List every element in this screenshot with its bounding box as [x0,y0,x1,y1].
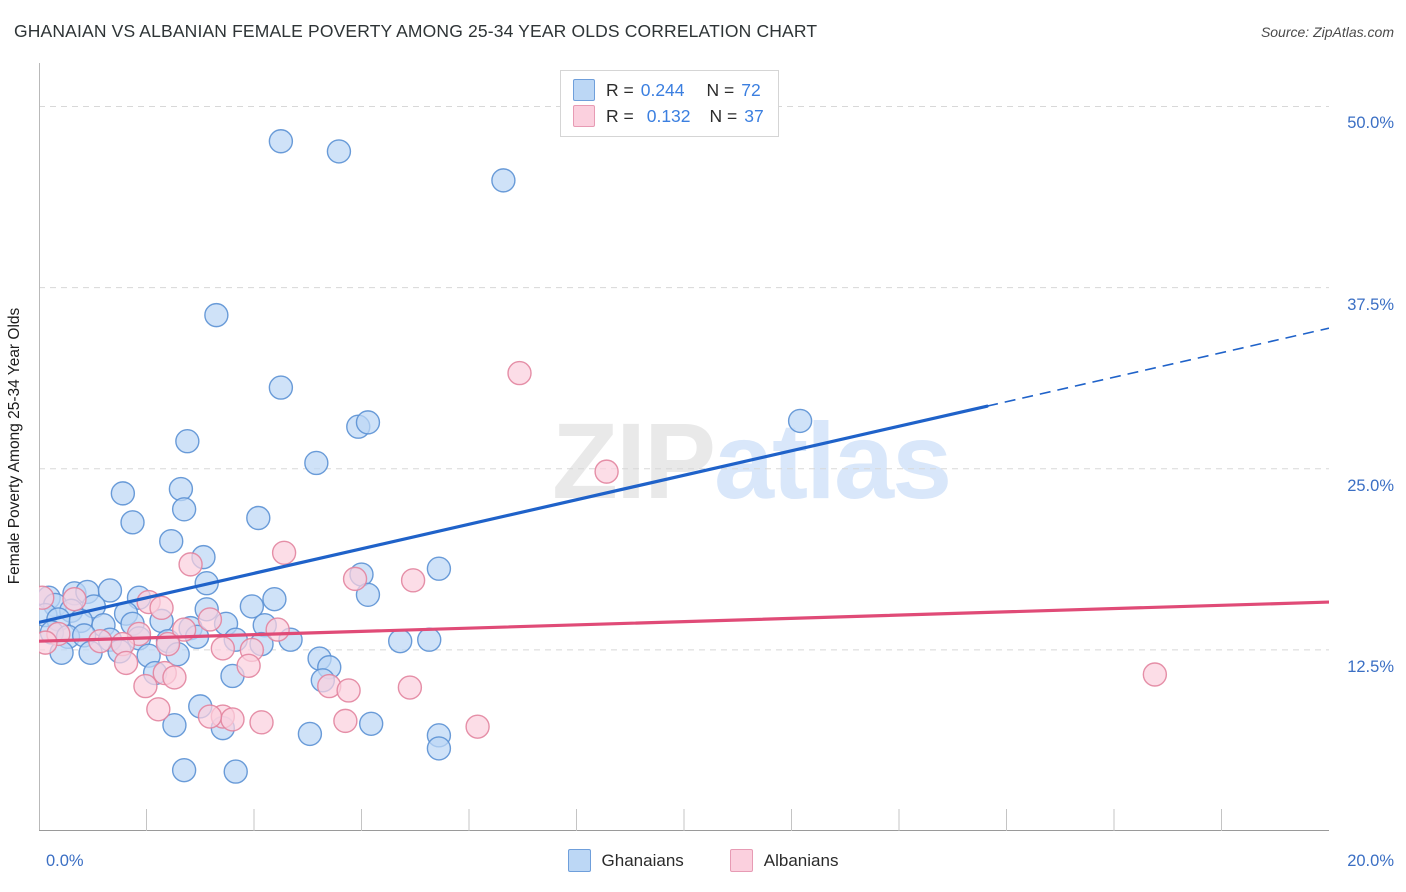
data-point [62,586,87,612]
data-point [246,505,271,531]
data-point [271,540,297,565]
legend-swatch-ghanaians [573,79,595,101]
data-point [355,410,381,435]
data-point [342,566,368,592]
r-value-ghanaians: 0.244 [640,79,685,100]
legend-label-albanians: Albanians [763,850,839,870]
data-point [220,707,245,732]
stats-row-albanians: R = 0.132 N = 37 [573,103,764,129]
stats-legend: R = 0.244 N = 72 R = 0.132 N = 37 [560,70,779,137]
data-point [465,714,490,739]
data-point [178,552,203,577]
axis-lines [39,63,1329,831]
y-axis-title: Female Poverty Among 25-34 Year Olds [6,307,23,585]
scatter-svg [39,63,1329,831]
data-point [326,139,352,164]
data-point [88,628,113,654]
data-point [236,653,261,679]
data-point [400,568,426,593]
n-label-ghanaians: N = [706,79,735,100]
y-axis-tick-label: 37.5% [1347,295,1394,314]
data-point [304,450,329,476]
y-axis-tick-label: 12.5% [1347,657,1394,676]
r-label-albanians: R = [606,105,634,126]
y-axis-tick-label: 25.0% [1347,476,1394,495]
data-point [426,556,452,581]
trend-line-albanians [39,600,1329,643]
data-point [204,302,229,328]
data-point [358,711,384,736]
stats-row-ghanaians: R = 0.244 N = 72 [573,77,764,103]
data-point [171,497,197,522]
scatter-series-albanians [39,360,1168,739]
legend-marker-albanians [729,849,753,872]
legend-item-albanians[interactable]: Albanians [729,849,839,872]
data-point [175,429,200,454]
data-point [223,759,248,784]
y-axis-tick-label: 50.0% [1347,114,1394,133]
data-point [39,630,58,655]
data-point [197,704,223,729]
data-point [162,665,187,690]
data-point [1142,662,1168,687]
data-point [39,585,55,610]
data-point [491,168,516,193]
legend-item-ghanaians[interactable]: Ghanaians [567,849,684,872]
trend-line-ghanaians [39,327,1329,624]
source-label: Source: ZipAtlas.com [1260,24,1394,40]
r-label-ghanaians: R = [606,79,634,100]
data-point [265,617,290,642]
x-axis-tick-label-min: 0.0% [46,852,84,870]
data-point [113,650,139,676]
gridlines [39,105,1329,651]
data-point [262,586,287,612]
n-label-albanians: N = [709,105,738,126]
data-point [507,360,532,386]
data-point [417,627,442,652]
data-point [162,713,187,738]
n-value-ghanaians: 72 [741,79,761,100]
page-title: GHANAIAN VS ALBANIAN FEMALE POVERTY AMON… [14,21,818,41]
data-point [171,757,197,783]
legend-label-ghanaians: Ghanaians [601,850,684,870]
data-point [426,736,452,761]
data-point [268,129,294,154]
data-point [133,673,158,699]
data-point [249,710,274,735]
data-point [297,721,323,747]
data-point [97,578,123,603]
data-point [110,481,136,506]
data-point [149,595,174,621]
series-legend: Ghanaians Albanians [0,849,1406,872]
data-point [159,528,184,554]
data-point [210,636,236,661]
data-point [146,697,171,722]
x-axis-tick-label-max: 20.0% [1347,852,1394,870]
n-value-albanians: 37 [744,105,764,126]
data-point [355,582,381,608]
data-point [239,594,265,619]
legend-swatch-albanians [573,105,595,127]
data-point [268,375,294,400]
data-point [120,510,145,535]
legend-marker-ghanaians [567,849,591,872]
data-point [333,708,358,734]
r-value-albanians: 0.132 [646,105,691,126]
plot-area [39,63,1329,831]
data-point [388,628,413,654]
data-point [397,675,423,700]
data-point [197,607,223,632]
data-point [594,459,619,484]
data-point [787,408,813,434]
data-point [336,678,361,703]
data-point [168,476,194,502]
